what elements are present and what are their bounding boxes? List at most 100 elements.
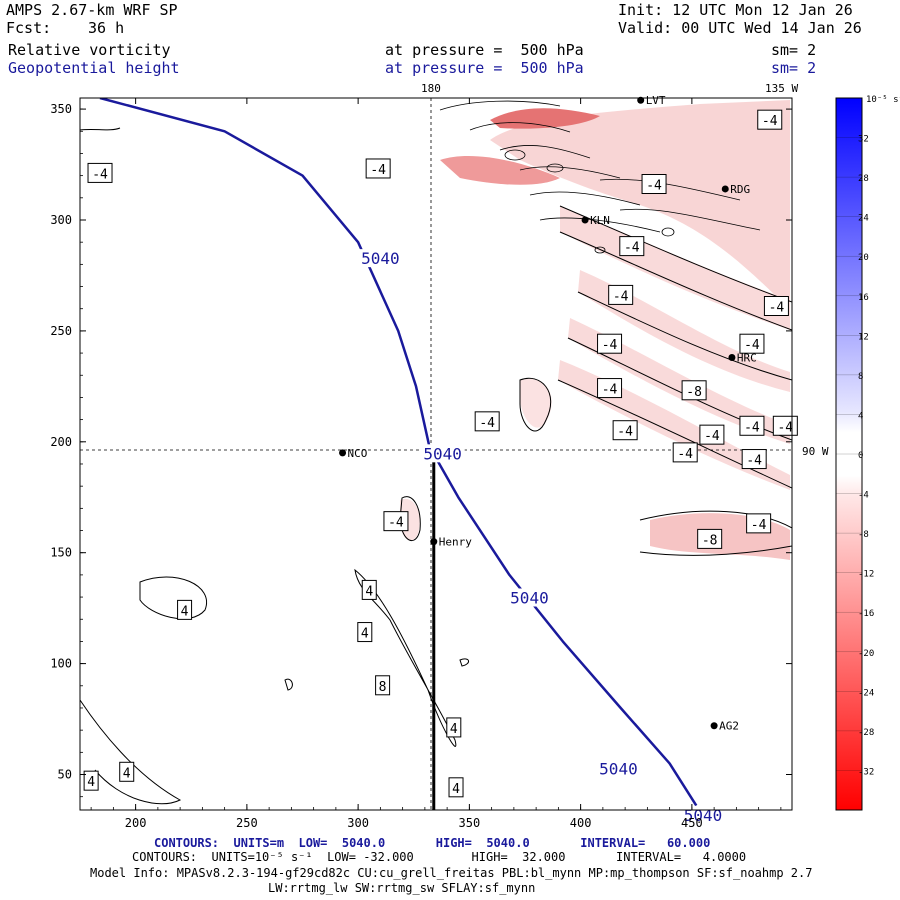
station-marker (581, 216, 589, 224)
vorticity-label: -4 (92, 167, 108, 182)
footer-physics-info: LW:rrtmg_lw SW:rrtmg_sw SFLAY:sf_mynn (268, 881, 536, 895)
x-tick-label: 300 (347, 816, 369, 830)
vorticity-label: 4 (87, 775, 95, 790)
colorbar-tick-label: 20 (858, 253, 869, 263)
station-label: HRC (737, 352, 757, 365)
vorticity-label: -4 (388, 516, 404, 531)
vorticity-label: 4 (123, 766, 131, 781)
vorticity-label: 4 (450, 722, 458, 737)
vorticity-label-box (741, 449, 767, 470)
colorbar-tick-label: 0 (858, 451, 863, 461)
colorbar-tick-label: -24 (858, 688, 874, 698)
vorticity-label-layer: -4 -4 -4 -4 -4 -4 -4 -4 -4 -4 -8 -4 -4 -4 -4 -4 -4 -4 -4 -4… (83, 109, 798, 798)
colorbar-tick-label: -16 (858, 609, 874, 619)
meridian-label-135w: 135 W (765, 82, 798, 95)
vorticity-contours-dense (439, 100, 761, 254)
vorticity-label: -4 (370, 163, 386, 178)
y-tick-label: 350 (50, 102, 72, 116)
field2-name: Geopotential height (8, 59, 180, 77)
station-marker (339, 449, 347, 457)
station-label: NCO (348, 447, 368, 460)
vorticity-label: 4 (181, 604, 189, 619)
vorticity-label-box (383, 511, 409, 532)
x-tick-label: 250 (236, 816, 258, 830)
vorticity-label-box (87, 162, 113, 183)
vorticity-label-box (681, 380, 707, 401)
footer-height-contours: CONTOURS: UNITS=m LOW= 5040.0 HIGH= 5040… (154, 836, 711, 850)
colorbar-tick-label: 28 (858, 174, 869, 184)
vorticity-label: -4 (762, 114, 778, 129)
y-tick-label: 200 (50, 435, 72, 449)
y-tick-label: 100 (50, 657, 72, 671)
height-label: 5040 (599, 759, 638, 778)
colorbar-ticks: 32 28 24 20 16 12 8 4 0 -4 -8 -12 -16 -20 -24 -28 -32 (836, 135, 874, 777)
field2-level: at pressure = 500 hPa (385, 59, 584, 77)
vorticity-label-box (619, 236, 645, 257)
x-tick-label: 450 (681, 816, 703, 830)
vorticity-label: -4 (769, 300, 785, 315)
footer-model-info: Model Info: MPASv8.2.3-194-gf29cd82c CU:… (90, 866, 813, 880)
height-label: 5040 (423, 444, 462, 463)
vorticity-label: -4 (613, 289, 629, 304)
vorticity-label-box (597, 378, 623, 399)
field1-smoothing: sm= 2 (771, 41, 817, 59)
field1-name: Relative vorticity (8, 41, 171, 59)
station-marker (430, 538, 438, 546)
vorticity-label: -4 (777, 420, 793, 435)
vorticity-label: 4 (361, 627, 369, 642)
height-label-bg (420, 444, 465, 463)
y-tick-label: 50 (58, 768, 72, 782)
vorticity-label: -8 (702, 533, 718, 548)
colorbar (835, 97, 863, 811)
colorbar-tick-label: 12 (858, 332, 869, 342)
station-label: Henry (439, 536, 472, 549)
colorbar-tick-label: -28 (858, 728, 874, 738)
vorticity-label-box (757, 109, 783, 130)
vorticity-label: -8 (686, 385, 702, 400)
forecast-label: Fcst: (6, 19, 52, 37)
vorticity-label-box (672, 442, 698, 463)
station-marker (721, 185, 729, 193)
vorticity-label: -4 (744, 420, 760, 435)
y-tick-label: 150 (50, 546, 72, 560)
station-label: RDG (730, 183, 750, 196)
colorbar-tick-label: 24 (858, 214, 869, 224)
height-label: 5040 (510, 589, 549, 608)
colorbar-tick-label: 32 (858, 135, 869, 145)
vorticity-label-box (448, 777, 464, 798)
vorticity-label: -4 (744, 338, 760, 353)
x-tick-label: 350 (459, 816, 481, 830)
height-label-bg (507, 588, 552, 607)
meridian-label-180: 180 (421, 82, 441, 95)
field1-level: at pressure = 500 hPa (385, 41, 584, 59)
vorticity-label: -4 (751, 518, 767, 533)
plot-frame (79, 97, 793, 811)
vorticity-label-box (474, 411, 500, 432)
vorticity-label-box (699, 424, 725, 445)
station-label: KLN (590, 214, 610, 227)
vorticity-label: -4 (677, 447, 693, 462)
colorbar-tick-label: -8 (858, 530, 869, 540)
x-tick-label: 400 (570, 816, 592, 830)
vorticity-label-box (597, 333, 623, 354)
vorticity-label: 4 (452, 782, 460, 797)
vorticity-label: -4 (746, 454, 762, 469)
vorticity-label-box (739, 333, 765, 354)
colorbar-tick-label: 16 (858, 293, 869, 303)
vorticity-label: 8 (379, 680, 387, 695)
vorticity-label-box (83, 770, 99, 791)
vorticity-label-box (361, 579, 377, 600)
vorticity-label-box (365, 158, 391, 179)
vorticity-label: -4 (704, 429, 720, 444)
vorticity-label-box (446, 717, 462, 738)
field2-smoothing: sm= 2 (771, 59, 817, 77)
vorticity-label-box (772, 415, 798, 436)
colorbar-tick-label: 8 (858, 372, 863, 382)
y-tick-label: 300 (50, 213, 72, 227)
colorbar-tick-label: -12 (858, 570, 874, 580)
height-label-bg (596, 759, 641, 778)
vorticity-label-box (746, 513, 772, 534)
axis-layer: 200 250 300 350 400 450 50 100 150 200 250 300 350 (50, 98, 792, 830)
vorticity-label: -4 (617, 425, 633, 440)
